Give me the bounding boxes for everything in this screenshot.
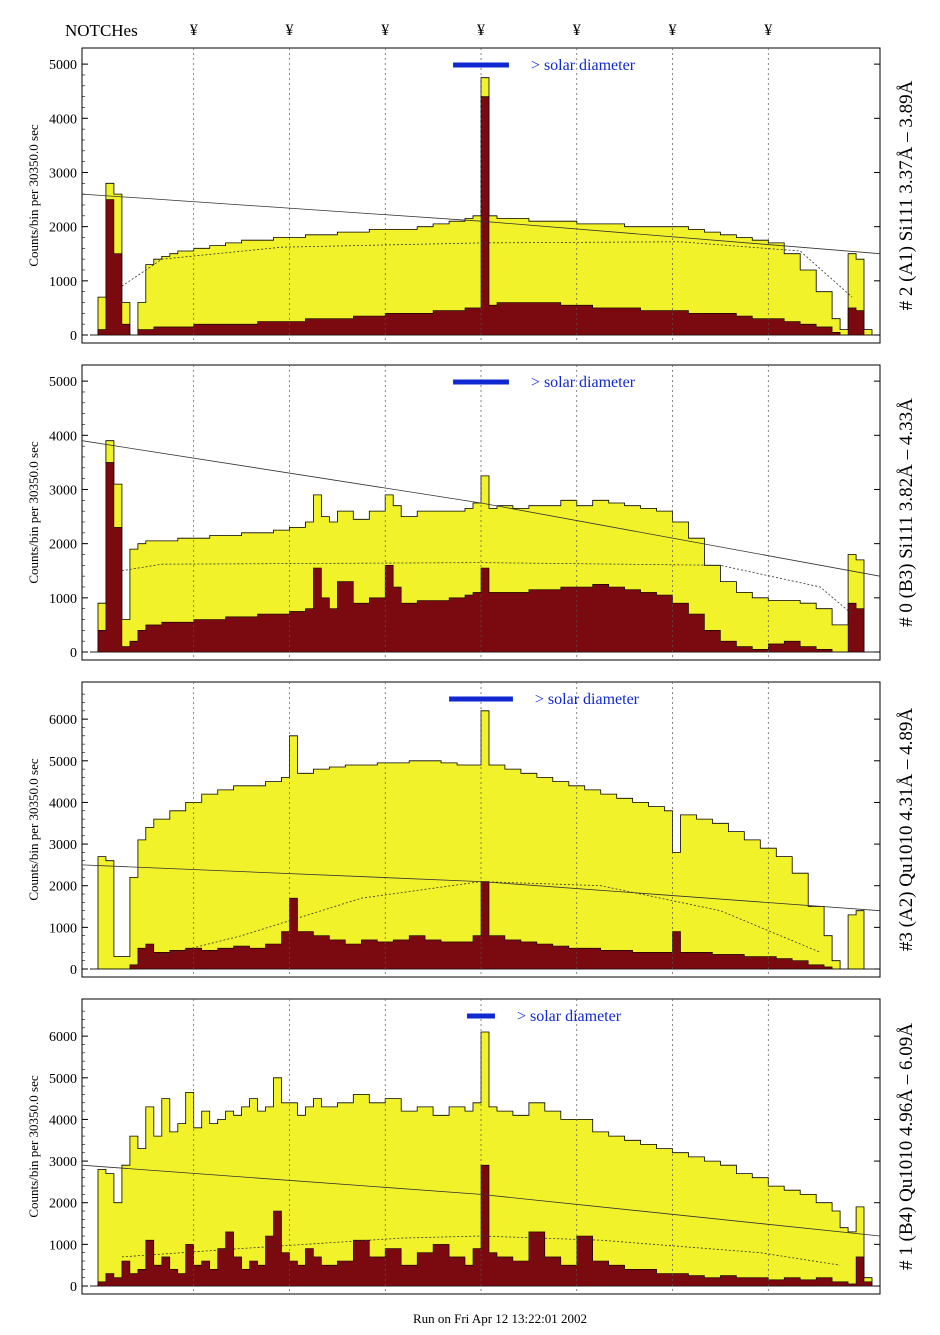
panel-title: # 2 (A1) Si111 3.37Å – 3.89Å bbox=[896, 80, 917, 310]
y-axis-label: Counts/bin per 30350.0 sec bbox=[26, 441, 41, 583]
y-tick-label: 4000 bbox=[49, 429, 77, 444]
panels-group: 0 1000 2000 3000 4000 5000 Counts/bin per 3035… bbox=[26, 47, 917, 1295]
y-tick-label: 0 bbox=[70, 329, 77, 344]
notch-markers: ¥ ¥ ¥ ¥ ¥ ¥ ¥ bbox=[190, 22, 773, 39]
series-total-area bbox=[90, 440, 876, 653]
y-tick-label: 1000 bbox=[49, 275, 77, 290]
panel-3: 0 1000 2000 3000 4000 5000 6000 Counts/bin per … bbox=[26, 998, 917, 1295]
y-tick-label: 5000 bbox=[49, 58, 77, 73]
solar-diameter-label: > solar diameter bbox=[531, 374, 636, 391]
solar-diameter-label: > solar diameter bbox=[517, 1008, 622, 1025]
series-dark-area bbox=[90, 96, 876, 336]
y-tick-label: 4000 bbox=[49, 1113, 77, 1128]
y-axis-label: Counts/bin per 30350.0 sec bbox=[26, 124, 41, 266]
y-tick-label: 4000 bbox=[49, 796, 77, 811]
y-tick-label: 0 bbox=[70, 646, 77, 661]
y-axis-label: Counts/bin per 30350.0 sec bbox=[26, 758, 41, 900]
reference-line bbox=[81, 193, 881, 255]
notch-symbol-2: ¥ bbox=[381, 22, 389, 39]
series-dark-area bbox=[90, 1164, 876, 1287]
run-footer: Run on Fri Apr 12 13:22:01 2002 bbox=[413, 1311, 587, 1326]
y-tick-label: 2000 bbox=[49, 538, 77, 553]
y-tick-label: 0 bbox=[70, 963, 77, 978]
panel-2: 0 1000 2000 3000 4000 5000 6000 Counts/bin per … bbox=[26, 681, 917, 978]
panel-title: # 0 (B3) Si111 3.82Å – 4.33Å bbox=[896, 398, 917, 627]
y-tick-label: 3000 bbox=[49, 1155, 77, 1170]
reference-line bbox=[81, 1164, 881, 1237]
panel-0: 0 1000 2000 3000 4000 5000 Counts/bin per 3035… bbox=[26, 47, 917, 344]
series-total-area bbox=[90, 710, 876, 970]
y-tick-label: 1000 bbox=[49, 592, 77, 607]
y-tick-label: 2000 bbox=[49, 221, 77, 236]
notch-symbol-1: ¥ bbox=[285, 22, 293, 39]
panel-title: # 1 (B4) Qu1010 4.96Å – 6.09Å bbox=[896, 1023, 917, 1270]
series-total-area bbox=[90, 1031, 876, 1287]
panel-1: 0 1000 2000 3000 4000 5000 Counts/bin per 3035… bbox=[26, 364, 917, 661]
y-axis-label: Counts/bin per 30350.0 sec bbox=[26, 1075, 41, 1217]
notch-symbol-5: ¥ bbox=[669, 22, 677, 39]
notches-label: NOTCHes bbox=[65, 21, 138, 40]
solar-diameter-label: > solar diameter bbox=[535, 691, 640, 708]
reference-line bbox=[81, 440, 881, 577]
notch-symbol-4: ¥ bbox=[573, 22, 581, 39]
y-tick-label: 3000 bbox=[49, 483, 77, 498]
smooth-curve bbox=[141, 881, 821, 962]
series-dark-area bbox=[90, 462, 876, 653]
series-dark-area bbox=[90, 881, 876, 970]
y-tick-label: 1000 bbox=[49, 921, 77, 936]
y-tick-label: 3000 bbox=[49, 838, 77, 853]
solar-diameter-label: > solar diameter bbox=[531, 57, 636, 74]
smooth-curve bbox=[121, 562, 853, 615]
y-tick-label: 4000 bbox=[49, 112, 77, 127]
notch-symbol-3: ¥ bbox=[477, 22, 485, 39]
y-tick-label: 6000 bbox=[49, 1030, 77, 1045]
y-tick-label: 1000 bbox=[49, 1238, 77, 1253]
y-tick-label: 6000 bbox=[49, 713, 77, 728]
notch-symbol-6: ¥ bbox=[764, 22, 772, 39]
y-tick-label: 5000 bbox=[49, 375, 77, 390]
y-tick-label: 5000 bbox=[49, 755, 77, 770]
y-tick-label: 2000 bbox=[49, 880, 77, 895]
y-tick-label: 0 bbox=[70, 1280, 77, 1295]
notch-symbol-0: ¥ bbox=[190, 22, 198, 39]
smooth-curve bbox=[121, 241, 853, 298]
panel-title: #3 (A2) Qu1010 4.31Å – 4.89Å bbox=[896, 708, 917, 952]
y-tick-label: 2000 bbox=[49, 1197, 77, 1212]
y-tick-label: 5000 bbox=[49, 1072, 77, 1087]
y-tick-label: 3000 bbox=[49, 166, 77, 181]
